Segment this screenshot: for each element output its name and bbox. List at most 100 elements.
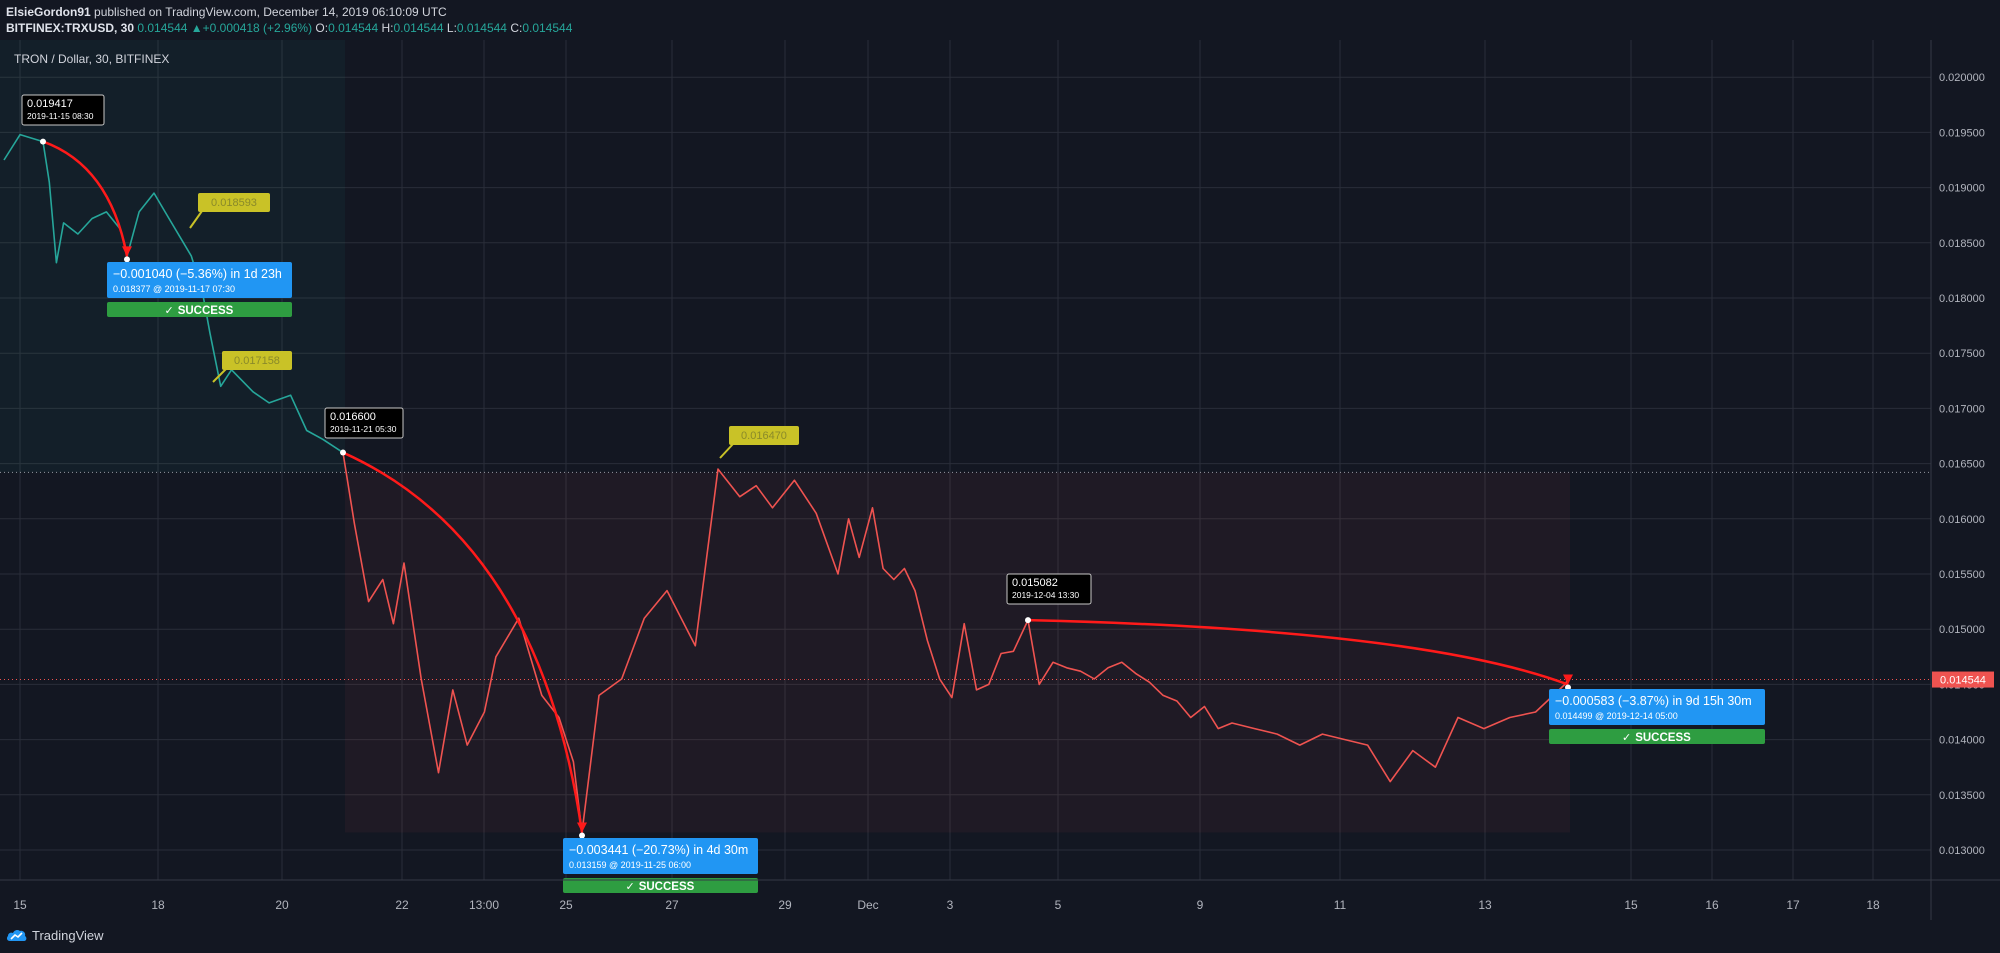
y-tick-label: 0.018500: [1939, 238, 1985, 250]
x-tick-label: 9: [1197, 898, 1204, 912]
success-badge-label: SUCCESS: [639, 881, 695, 893]
high-callout-time: 2019-11-21 05:30: [330, 424, 397, 434]
y-tick-label: 0.015000: [1939, 624, 1985, 636]
x-tick-label: 18: [1866, 898, 1880, 912]
x-tick-label: 15: [1624, 898, 1638, 912]
chart-header: ElsieGordon91 published on TradingView.c…: [0, 0, 2000, 40]
measure-start-point: [340, 449, 346, 456]
high-callout-box: [324, 407, 404, 439]
x-tick-label: 5: [1055, 898, 1062, 912]
measure-arrowhead: [1563, 674, 1573, 685]
yellow-callout-pointer: [719, 443, 734, 459]
y-tick-label: 0.017500: [1939, 348, 1985, 360]
symbol-info: BITFINEX:TRXUSD, 30 0.014544 ▲+0.000418 …: [6, 21, 572, 35]
x-tick-label: 27: [665, 898, 679, 912]
last-price: 0.014544: [137, 21, 188, 35]
up-arrow-icon: ▲: [190, 21, 203, 35]
measure-arrowhead: [122, 246, 132, 257]
y-tick-label: 0.014000: [1939, 735, 1985, 747]
ohlc-close-value: 0.014544: [522, 21, 573, 35]
footer: TradingView: [0, 920, 2000, 953]
time-axis[interactable]: 15 18 20 22 13:00 25 27 29 Dec 3 5 9 11 13 15 16 17 18: [13, 898, 1880, 912]
ohlc-close-label: C:: [510, 21, 523, 35]
yellow-callout-price: 0.017158: [234, 355, 280, 367]
x-tick-label: 17: [1786, 898, 1800, 912]
measure-arrows: [40, 138, 1573, 839]
chart-background: [0, 40, 2000, 920]
checkmark-icon: ✓: [165, 305, 174, 317]
x-tick-label: 25: [559, 898, 573, 912]
tradingview-cloud-icon: [6, 929, 27, 941]
high-callout-box: [21, 94, 105, 126]
chart-grid: [0, 40, 1931, 880]
high-callout-box: [1006, 573, 1092, 605]
ohlc-low-value: 0.014544: [456, 21, 507, 35]
current-price-tag-label: 0.014544: [1940, 675, 1986, 687]
tradingview-logo[interactable]: TradingView: [32, 928, 104, 943]
success-badge-label: SUCCESS: [1635, 732, 1691, 744]
x-tick-label: 18: [151, 898, 165, 912]
measure-start-point: [40, 138, 46, 145]
measure-change-text: −0.003441 (−20.73%) in 4d 30m: [569, 843, 748, 857]
high-callout-price: 0.016600: [330, 411, 376, 423]
x-tick-label: 29: [778, 898, 792, 912]
y-tick-label: 0.015500: [1939, 569, 1985, 581]
measure-change-text: −0.000583 (−3.87%) in 9d 15h 30m: [1555, 694, 1752, 708]
high-callout-time: 2019-11-15 08:30: [27, 111, 94, 121]
measure-target-text: 0.018377 @ 2019-11-17 07:30: [113, 284, 235, 294]
down-range-fill: [345, 472, 1570, 833]
x-tick-label: 13:00: [469, 898, 499, 912]
ohlc-open-label: O:: [315, 21, 329, 35]
yellow-callout-pointer: [189, 210, 203, 229]
measure-arrow-curve: [1027, 618, 1569, 686]
high-callout-price: 0.019417: [27, 98, 73, 110]
success-badge: [563, 878, 758, 893]
x-tick-label: 13: [1478, 898, 1492, 912]
y-tick-label: 0.013500: [1939, 790, 1985, 802]
measure-end-point: [124, 256, 130, 263]
ohlc-high-value: 0.014544: [393, 21, 444, 35]
yellow-callout-box: [198, 193, 270, 212]
yellow-callout-pointer: [212, 368, 227, 383]
published-text: published on TradingView.com, December 1…: [90, 5, 447, 19]
high-callout-price: 0.015082: [1012, 577, 1058, 589]
checkmark-icon: ✓: [626, 881, 635, 893]
x-tick-label: 3: [947, 898, 954, 912]
measure-start-point: [1025, 617, 1031, 624]
yellow-callout-box: [729, 426, 799, 445]
ohlc-open-value: 0.014544: [328, 21, 379, 35]
y-tick-label: 0.018000: [1939, 293, 1985, 305]
current-price-tag: [1932, 671, 1994, 688]
measure-arrow-curve: [342, 451, 584, 833]
measure-target-text: 0.014499 @ 2019-12-14 05:00: [1555, 711, 1678, 721]
measure-result-box: [1549, 689, 1765, 725]
x-tick-label: 16: [1705, 898, 1719, 912]
y-tick-label: 0.019500: [1939, 127, 1985, 139]
measure-result-box: [563, 838, 758, 874]
success-badge-label: SUCCESS: [178, 305, 234, 317]
yellow-callout-price: 0.018593: [211, 197, 257, 209]
measure-target-text: 0.013159 @ 2019-11-25 06:00: [569, 860, 691, 870]
x-tick-label: 20: [275, 898, 289, 912]
measure-change-text: −0.001040 (−5.36%) in 1d 23h: [113, 267, 282, 281]
success-badge: [1549, 729, 1765, 744]
author-name[interactable]: ElsieGordon91: [6, 5, 91, 19]
y-tick-label: 0.020000: [1939, 72, 1985, 84]
measure-end-point: [579, 832, 585, 839]
measure-arrowhead: [577, 822, 587, 833]
price-change: +0.000418 (+2.96%): [202, 21, 313, 35]
publish-info: ElsieGordon91 published on TradingView.c…: [6, 5, 447, 19]
high-callout-time: 2019-12-04 13:30: [1012, 590, 1079, 600]
measure-result-box: [107, 262, 292, 298]
y-tick-label: 0.013000: [1939, 845, 1985, 857]
success-badge: [107, 302, 292, 317]
x-tick-label: 22: [395, 898, 409, 912]
symbol-label: BITFINEX:TRXUSD, 30: [6, 21, 135, 35]
y-tick-label: 0.019000: [1939, 183, 1985, 195]
y-tick-label: 0.017000: [1939, 403, 1985, 415]
price-axis[interactable]: 0.0130000.0135000.0140000.0145000.015000…: [1932, 72, 1994, 857]
y-tick-label: 0.016500: [1939, 459, 1985, 471]
x-tick-label: Dec: [857, 898, 878, 912]
yellow-callout-price: 0.016470: [741, 430, 787, 442]
